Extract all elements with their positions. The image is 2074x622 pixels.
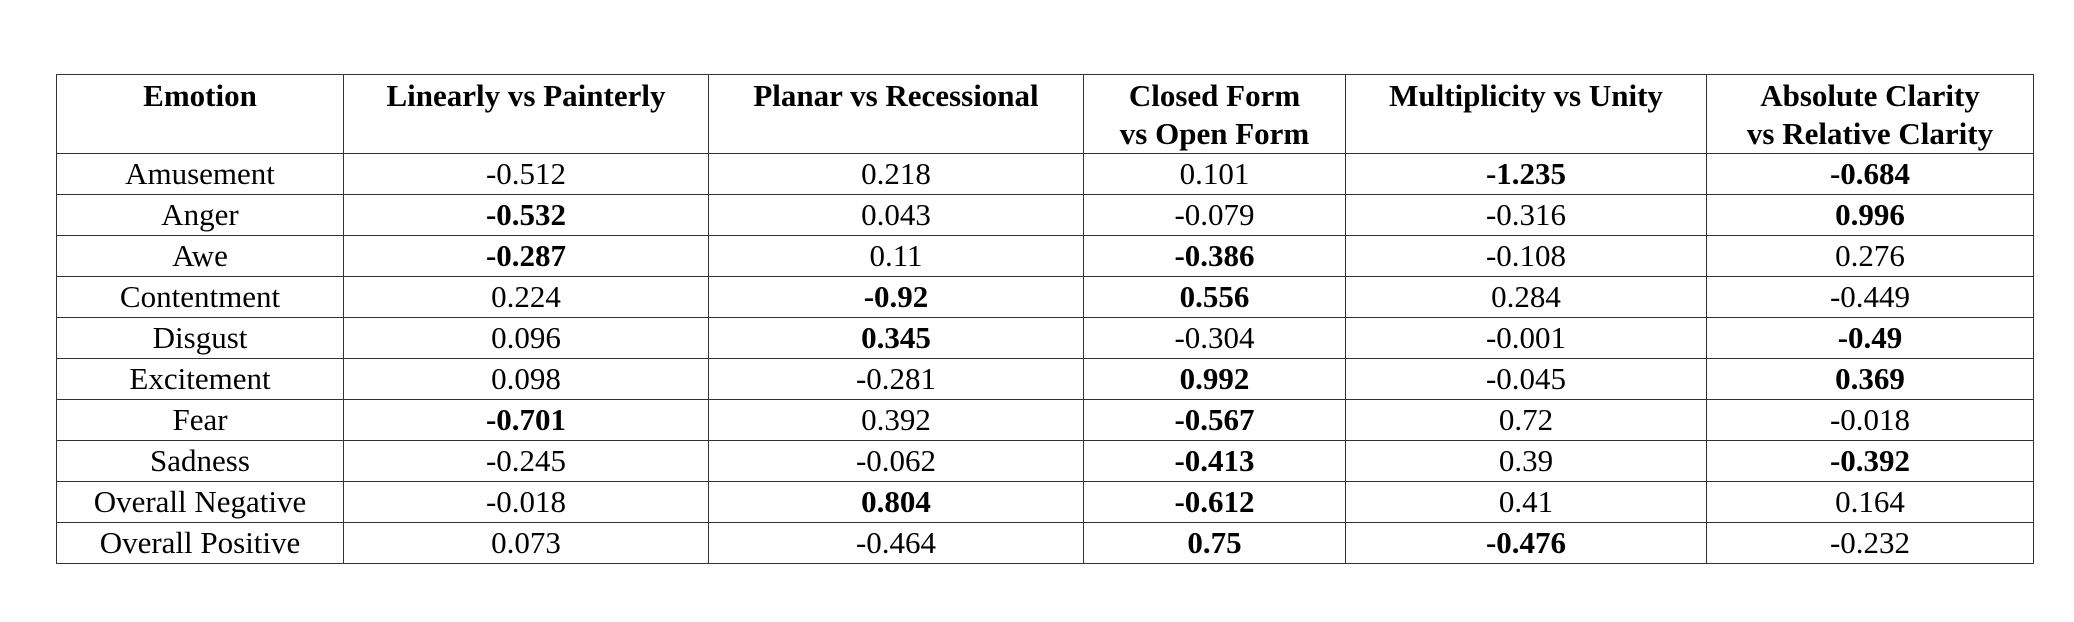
table-row: Overall Positive 0.073 -0.464 0.75 -0.476 -0.…: [56, 522, 2034, 564]
cell-linearly-vs-painterly: 0.073: [343, 522, 709, 564]
cell-absolute-vs-relative-clarity: 0.996: [1706, 194, 2034, 236]
cell-closed-vs-open-form: -0.413: [1083, 440, 1346, 482]
cell-planar-vs-recessional: 0.804: [708, 481, 1084, 523]
cell-multiplicity-vs-unity: 0.284: [1345, 276, 1707, 318]
table-row: Anger -0.532 0.043 -0.079 -0.316 0.996: [56, 194, 2034, 236]
cell-emotion: Contentment: [56, 276, 344, 318]
cell-multiplicity-vs-unity: -0.045: [1345, 358, 1707, 400]
cell-multiplicity-vs-unity: 0.41: [1345, 481, 1707, 523]
header-line: vs Open Form: [1119, 116, 1310, 151]
cell-absolute-vs-relative-clarity: 0.276: [1706, 235, 2034, 277]
cell-linearly-vs-painterly: -0.018: [343, 481, 709, 523]
cell-absolute-vs-relative-clarity: -0.49: [1706, 317, 2034, 359]
cell-planar-vs-recessional: -0.92: [708, 276, 1084, 318]
emotion-correlation-table: Emotion Linearly vs Painterly Planar vs …: [56, 74, 2034, 564]
cell-planar-vs-recessional: -0.062: [708, 440, 1084, 482]
cell-closed-vs-open-form: -0.079: [1083, 194, 1346, 236]
header-line: Emotion: [143, 78, 257, 113]
table-row: Fear -0.701 0.392 -0.567 0.72 -0.018: [56, 399, 2034, 441]
table-row: Contentment 0.224 -0.92 0.556 0.284 -0.449: [56, 276, 2034, 318]
header-cell-closed-vs-open-form: Closed Form vs Open Form: [1083, 74, 1346, 154]
cell-absolute-vs-relative-clarity: -0.232: [1706, 522, 2034, 564]
table-row: Excitement 0.098 -0.281 0.992 -0.045 0.369: [56, 358, 2034, 400]
table-row: Sadness -0.245 -0.062 -0.413 0.39 -0.392: [56, 440, 2034, 482]
table-body: Amusement -0.512 0.218 0.101 -1.235 -0.684 Ang…: [56, 153, 2034, 564]
cell-emotion: Fear: [56, 399, 344, 441]
cell-planar-vs-recessional: -0.464: [708, 522, 1084, 564]
cell-closed-vs-open-form: 0.101: [1083, 153, 1346, 195]
cell-closed-vs-open-form: 0.556: [1083, 276, 1346, 318]
cell-planar-vs-recessional: 0.392: [708, 399, 1084, 441]
cell-emotion: Overall Negative: [56, 481, 344, 523]
cell-planar-vs-recessional: 0.11: [708, 235, 1084, 277]
cell-linearly-vs-painterly: -0.532: [343, 194, 709, 236]
cell-emotion: Overall Positive: [56, 522, 344, 564]
header-line: Closed Form: [1128, 78, 1301, 113]
header-cell-multiplicity-vs-unity: Multiplicity vs Unity: [1345, 74, 1707, 154]
header-line: Planar vs Recessional: [753, 78, 1039, 113]
header-cell-emotion: Emotion: [56, 74, 344, 154]
cell-multiplicity-vs-unity: 0.72: [1345, 399, 1707, 441]
table-row: Overall Negative -0.018 0.804 -0.612 0.41 0.1…: [56, 481, 2034, 523]
header-line: Multiplicity vs Unity: [1389, 78, 1663, 113]
cell-linearly-vs-painterly: -0.512: [343, 153, 709, 195]
cell-planar-vs-recessional: 0.218: [708, 153, 1084, 195]
header-cell-planar-vs-recessional: Planar vs Recessional: [708, 74, 1084, 154]
header-line: Linearly vs Painterly: [386, 78, 666, 113]
cell-closed-vs-open-form: 0.75: [1083, 522, 1346, 564]
cell-linearly-vs-painterly: 0.096: [343, 317, 709, 359]
cell-emotion: Excitement: [56, 358, 344, 400]
cell-planar-vs-recessional: 0.043: [708, 194, 1084, 236]
cell-absolute-vs-relative-clarity: -0.449: [1706, 276, 2034, 318]
cell-multiplicity-vs-unity: 0.39: [1345, 440, 1707, 482]
cell-emotion: Awe: [56, 235, 344, 277]
header-row: Emotion Linearly vs Painterly Planar vs …: [56, 74, 2034, 154]
cell-closed-vs-open-form: 0.992: [1083, 358, 1346, 400]
cell-multiplicity-vs-unity: -0.476: [1345, 522, 1707, 564]
cell-emotion: Disgust: [56, 317, 344, 359]
header-line: Absolute Clarity: [1760, 78, 1980, 113]
cell-multiplicity-vs-unity: -0.316: [1345, 194, 1707, 236]
table-row: Amusement -0.512 0.218 0.101 -1.235 -0.684: [56, 153, 2034, 195]
cell-absolute-vs-relative-clarity: -0.392: [1706, 440, 2034, 482]
cell-absolute-vs-relative-clarity: -0.018: [1706, 399, 2034, 441]
cell-absolute-vs-relative-clarity: 0.369: [1706, 358, 2034, 400]
cell-multiplicity-vs-unity: -1.235: [1345, 153, 1707, 195]
cell-absolute-vs-relative-clarity: 0.164: [1706, 481, 2034, 523]
cell-multiplicity-vs-unity: -0.108: [1345, 235, 1707, 277]
cell-closed-vs-open-form: -0.612: [1083, 481, 1346, 523]
cell-absolute-vs-relative-clarity: -0.684: [1706, 153, 2034, 195]
table-container: Emotion Linearly vs Painterly Planar vs …: [56, 74, 2034, 564]
table-header: Emotion Linearly vs Painterly Planar vs …: [56, 74, 2034, 154]
cell-linearly-vs-painterly: -0.701: [343, 399, 709, 441]
cell-emotion: Sadness: [56, 440, 344, 482]
header-cell-absolute-vs-relative-clarity: Absolute Clarity vs Relative Clarity: [1706, 74, 2034, 154]
header-cell-linearly-vs-painterly: Linearly vs Painterly: [343, 74, 709, 154]
cell-closed-vs-open-form: -0.304: [1083, 317, 1346, 359]
cell-planar-vs-recessional: 0.345: [708, 317, 1084, 359]
cell-closed-vs-open-form: -0.386: [1083, 235, 1346, 277]
header-line: vs Relative Clarity: [1746, 116, 1994, 151]
cell-planar-vs-recessional: -0.281: [708, 358, 1084, 400]
cell-linearly-vs-painterly: 0.224: [343, 276, 709, 318]
cell-multiplicity-vs-unity: -0.001: [1345, 317, 1707, 359]
cell-emotion: Amusement: [56, 153, 344, 195]
cell-emotion: Anger: [56, 194, 344, 236]
cell-linearly-vs-painterly: -0.245: [343, 440, 709, 482]
table-row: Awe -0.287 0.11 -0.386 -0.108 0.276: [56, 235, 2034, 277]
cell-linearly-vs-painterly: -0.287: [343, 235, 709, 277]
cell-linearly-vs-painterly: 0.098: [343, 358, 709, 400]
table-row: Disgust 0.096 0.345 -0.304 -0.001 -0.49: [56, 317, 2034, 359]
cell-closed-vs-open-form: -0.567: [1083, 399, 1346, 441]
